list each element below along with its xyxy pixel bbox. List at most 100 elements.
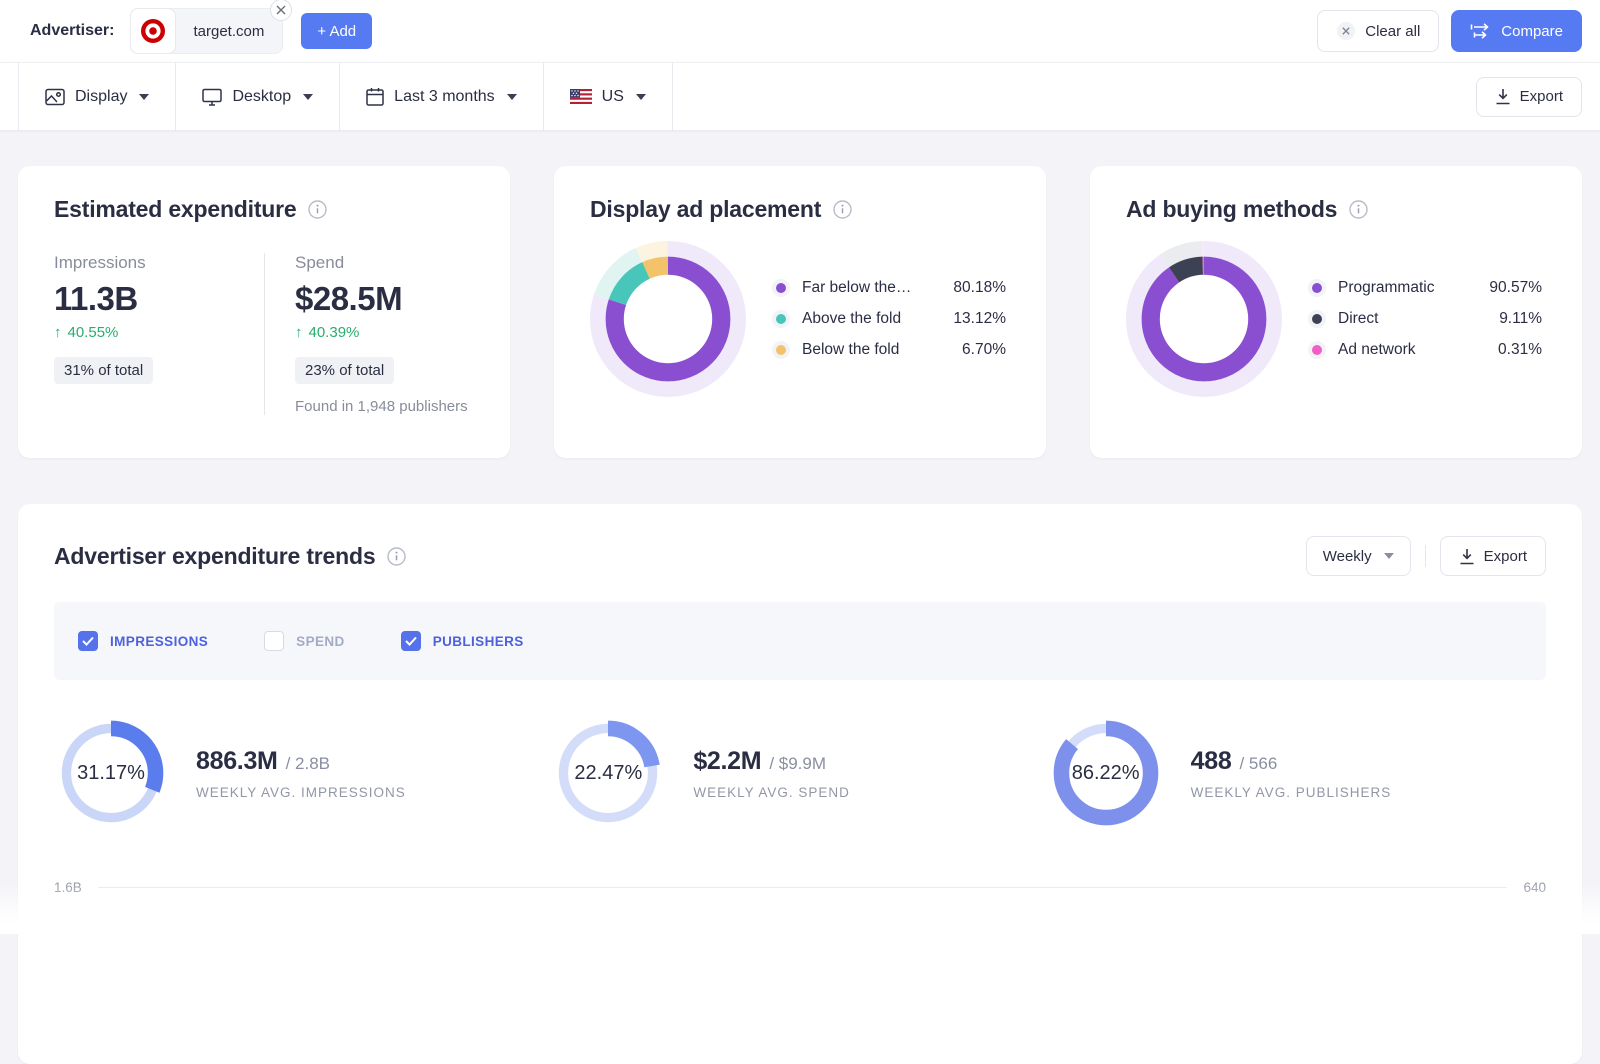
export-label: Export	[1483, 547, 1527, 565]
gauge-percent: 86.22%	[1071, 761, 1140, 784]
gauge-caption: WEEKLY AVG. IMPRESSIONS	[196, 784, 406, 800]
checkbox-icon	[264, 631, 285, 651]
media-type-value: Display	[75, 87, 128, 105]
legend-dot	[1312, 345, 1322, 355]
legend-item[interactable]: Above the fold 13.12%	[776, 310, 1006, 328]
media-type-icon	[45, 88, 65, 106]
publishers-gauge-group: 86.22% 488 566 WEEKLY AVG. PUBLISHERS	[1049, 716, 1546, 830]
spend-gauge-group: 22.47% $2.2M $9.9M WEEKLY AVG. SPEND	[551, 716, 1048, 830]
gauge-percent: 31.17%	[77, 761, 145, 784]
close-icon	[276, 5, 286, 15]
country-filter[interactable]: US	[542, 63, 673, 130]
up-arrow-icon: ↑	[54, 324, 62, 341]
info-icon[interactable]	[387, 546, 407, 566]
legend-label: Below the fold	[802, 341, 900, 358]
toggle-label: SPEND	[296, 633, 345, 649]
us-flag-icon	[569, 89, 592, 104]
add-advertiser-button[interactable]: + Add	[301, 13, 373, 49]
spend-label: Spend	[295, 253, 345, 272]
spend-change: 40.39%	[308, 324, 360, 341]
spend-toggle[interactable]: SPEND	[264, 631, 345, 651]
granularity-dropdown[interactable]: Weekly	[1305, 536, 1411, 576]
compare-arrows-icon	[1470, 22, 1492, 40]
placement-donut-chart[interactable]	[590, 241, 746, 397]
gauge-percent: 22.47%	[574, 761, 643, 784]
trends-export-button[interactable]: Export	[1439, 536, 1546, 576]
checkbox-icon	[78, 631, 98, 651]
legend-dot	[1312, 283, 1322, 293]
top-bar: Advertiser: target.com + Add Clear all	[0, 0, 1600, 62]
country-value: US	[601, 87, 624, 105]
advertiser-domain: target.com	[193, 22, 265, 40]
device-icon	[202, 88, 223, 106]
legend-dot	[776, 314, 786, 324]
legend-value: 9.11%	[1499, 310, 1542, 327]
legend-item[interactable]: Far below the… 80.18%	[776, 279, 1006, 297]
gauge-total: 566	[1239, 754, 1277, 774]
series-toggle-bar: IMPRESSIONS SPEND PUBLISHERS	[54, 602, 1546, 680]
info-icon[interactable]	[308, 200, 328, 219]
legend-value: 90.57%	[1489, 279, 1542, 296]
chevron-down-icon	[635, 93, 646, 100]
expenditure-trends-card: Advertiser expenditure trends Weekly Exp…	[18, 504, 1582, 1064]
gauge-value: $2.2M	[693, 746, 762, 775]
clear-circle-icon	[1336, 21, 1356, 41]
legend-label: Far below the…	[802, 279, 912, 296]
media-type-filter[interactable]: Display	[18, 63, 175, 130]
clear-all-button[interactable]: Clear all	[1317, 10, 1440, 52]
advertiser-chip[interactable]: target.com	[130, 0, 293, 54]
legend-dot	[1312, 314, 1322, 324]
buying-methods-donut-chart[interactable]	[1126, 241, 1282, 397]
legend-label: Direct	[1338, 310, 1379, 327]
estimated-expenditure-card: Estimated expenditure Impressions 11.3B …	[18, 166, 510, 458]
impressions-value: 11.3B	[54, 280, 138, 317]
legend-item[interactable]: Programmatic 90.57%	[1312, 279, 1542, 297]
spend-metric: Spend $28.5M ↑ 40.39% 23% of total Found …	[264, 253, 474, 415]
buying-methods-legend: Programmatic 90.57% Direct 9.11% Ad netw…	[1312, 279, 1546, 359]
publishers-gauge: 86.22%	[1049, 716, 1163, 830]
ad-buying-methods-card: Ad buying methods Programmatic 90.57%	[1090, 166, 1582, 458]
download-icon	[1495, 88, 1511, 105]
toggle-label: PUBLISHERS	[432, 633, 524, 649]
legend-item[interactable]: Below the fold 6.70%	[776, 341, 1006, 359]
legend-item[interactable]: Direct 9.11%	[1312, 310, 1542, 328]
calendar-icon	[366, 87, 384, 106]
up-arrow-icon: ↑	[295, 324, 303, 341]
right-axis-max-label: 640	[1523, 880, 1546, 895]
legend-label: Programmatic	[1338, 279, 1435, 296]
spend-gauge: 22.47%	[551, 716, 665, 830]
gauge-caption: WEEKLY AVG. SPEND	[693, 784, 850, 800]
remove-advertiser-button[interactable]	[270, 0, 293, 21]
spend-value: $28.5M	[295, 280, 403, 317]
gauge-value: 488	[1190, 746, 1232, 775]
publishers-note: Found in 1,948 publishers	[295, 398, 468, 415]
legend-label: Above the fold	[802, 310, 902, 327]
date-range-value: Last 3 months	[394, 87, 495, 105]
divider	[1424, 545, 1426, 567]
gauge-total: 2.8B	[286, 754, 330, 774]
legend-value: 0.31%	[1498, 341, 1542, 358]
main-content: Estimated expenditure Impressions 11.3B …	[0, 130, 1600, 1064]
info-icon[interactable]	[1349, 200, 1368, 219]
device-filter[interactable]: Desktop	[175, 63, 339, 130]
impressions-gauge-group: 31.17% 886.3M 2.8B WEEKLY AVG. IMPRESSIO…	[54, 716, 551, 830]
publishers-toggle[interactable]: PUBLISHERS	[400, 631, 524, 651]
toggle-label: IMPRESSIONS	[110, 633, 209, 649]
impressions-change: 40.55%	[67, 324, 119, 341]
spend-share-badge: 23% of total	[295, 357, 395, 384]
chevron-down-icon	[1383, 553, 1394, 559]
gauge-caption: WEEKLY AVG. PUBLISHERS	[1190, 784, 1392, 800]
trends-title: Advertiser expenditure trends	[54, 542, 376, 569]
compare-label: Compare	[1501, 22, 1563, 40]
legend-item[interactable]: Ad network 0.31%	[1312, 341, 1542, 359]
compare-button[interactable]: Compare	[1451, 10, 1582, 52]
impressions-share-badge: 31% of total	[54, 357, 154, 384]
info-icon[interactable]	[833, 200, 852, 219]
checkbox-icon	[400, 631, 421, 651]
advertiser-label: Advertiser:	[30, 22, 115, 39]
export-button[interactable]: Export	[1475, 76, 1582, 117]
impressions-toggle[interactable]: IMPRESSIONS	[78, 631, 208, 651]
date-range-filter[interactable]: Last 3 months	[339, 63, 543, 130]
chevron-down-icon	[506, 93, 517, 100]
chevron-down-icon	[139, 93, 150, 100]
